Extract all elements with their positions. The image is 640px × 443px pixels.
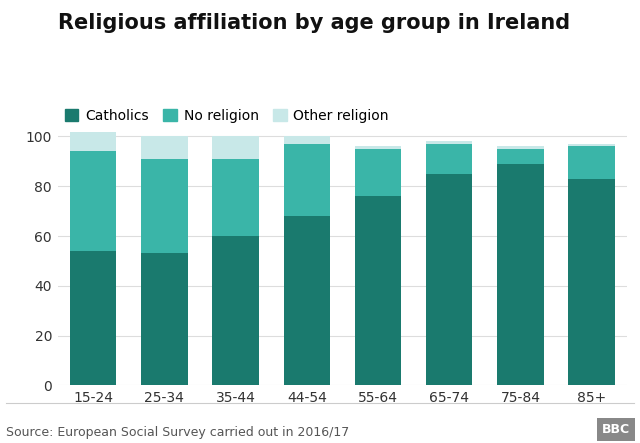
Bar — [568, 147, 615, 179]
Text: Source: European Social Survey carried out in 2016/17: Source: European Social Survey carried o… — [6, 426, 349, 439]
Bar — [568, 179, 615, 385]
Bar — [355, 196, 401, 385]
Bar — [426, 174, 472, 385]
Text: Religious affiliation by age group in Ireland: Religious affiliation by age group in Ir… — [58, 13, 570, 33]
Bar — [355, 149, 401, 196]
Bar — [70, 251, 116, 385]
Bar — [426, 144, 472, 174]
Bar — [355, 147, 401, 149]
Bar — [141, 159, 188, 253]
Bar — [568, 144, 615, 147]
Bar — [70, 152, 116, 251]
Bar — [426, 141, 472, 144]
Bar — [212, 159, 259, 236]
Bar — [284, 144, 330, 216]
Bar — [497, 147, 543, 149]
Bar — [497, 164, 543, 385]
Text: BBC: BBC — [602, 424, 630, 436]
Bar — [141, 253, 188, 385]
Bar — [212, 136, 259, 159]
Bar — [284, 136, 330, 144]
Bar — [141, 136, 188, 159]
Legend: Catholics, No religion, Other religion: Catholics, No religion, Other religion — [65, 109, 389, 123]
Bar — [70, 132, 116, 152]
Bar — [284, 216, 330, 385]
Bar — [212, 236, 259, 385]
Bar — [497, 149, 543, 164]
